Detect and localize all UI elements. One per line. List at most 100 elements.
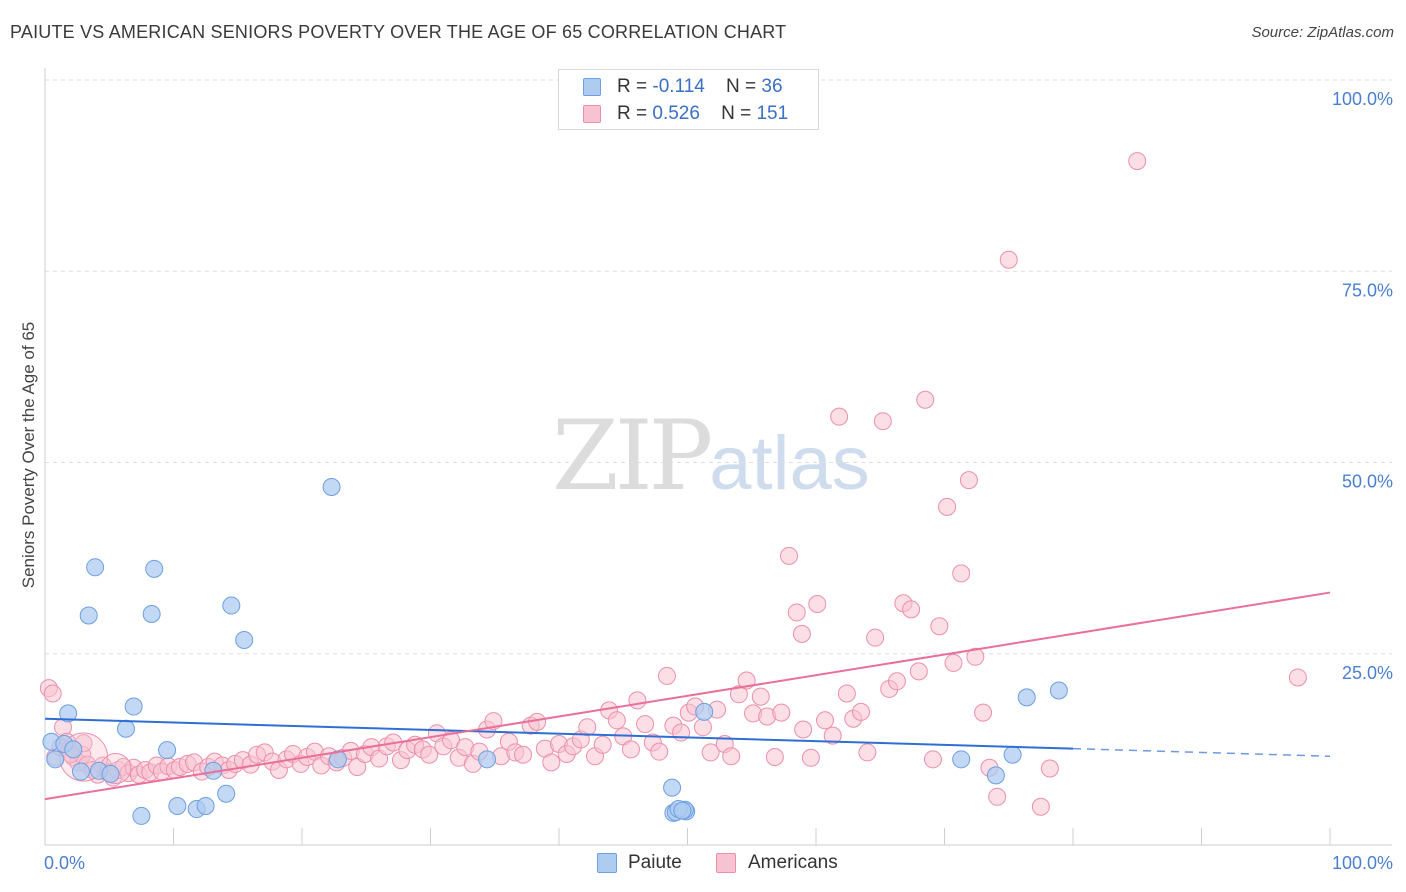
americans-point xyxy=(772,703,791,722)
americans-swatch xyxy=(583,105,601,123)
paiute-point xyxy=(116,719,135,738)
paiute-point xyxy=(222,596,241,615)
americans-point xyxy=(902,600,921,619)
paiute-point xyxy=(196,796,215,815)
americans-points xyxy=(39,152,1307,816)
americans-legend-swatch xyxy=(716,853,736,873)
americans-point xyxy=(43,684,62,703)
americans-point xyxy=(729,685,748,704)
americans-point xyxy=(514,745,533,764)
paiute-point xyxy=(663,778,682,797)
americans-point xyxy=(930,617,949,636)
americans-point xyxy=(866,628,885,647)
americans-point xyxy=(792,624,811,643)
y-axis-label: Seniors Poverty Over the Age of 65 xyxy=(19,322,38,588)
americans-point xyxy=(722,747,741,766)
americans-point xyxy=(701,743,720,762)
americans-point xyxy=(650,742,669,761)
americans-point xyxy=(593,735,612,754)
paiute-point xyxy=(145,559,164,578)
paiute-point xyxy=(952,750,971,769)
americans-point xyxy=(944,653,963,672)
americans-point xyxy=(837,684,856,703)
paiute-legend-label: Paiute xyxy=(628,852,682,873)
americans-point xyxy=(1031,797,1050,816)
americans-point xyxy=(765,748,784,767)
legend-stats: R = -0.114 N = 36 R = 0.526 N = 151 xyxy=(558,69,819,130)
paiute-point xyxy=(46,750,65,769)
r-value-americans: 0.526 xyxy=(652,103,700,124)
gridlines xyxy=(45,79,1392,655)
paiute-point xyxy=(79,606,98,625)
americans-point xyxy=(636,715,655,734)
americans-point xyxy=(607,711,626,730)
americans-point xyxy=(794,720,813,739)
watermark-zip: ZIP xyxy=(552,400,713,512)
paiute-trend-line xyxy=(44,717,1074,750)
americans-point xyxy=(999,250,1018,269)
watermark: ZIPatlas xyxy=(552,400,870,512)
americans-point xyxy=(815,711,834,730)
paiute-point xyxy=(328,750,347,769)
paiute-swatch xyxy=(583,78,601,96)
americans-point xyxy=(751,687,770,706)
paiute-legend-swatch xyxy=(597,853,617,873)
americans-point xyxy=(672,723,691,742)
americans-point xyxy=(787,603,806,622)
paiute-trend-extension xyxy=(1072,747,1331,758)
americans-point xyxy=(887,672,906,691)
paiute-point xyxy=(986,766,1005,785)
americans-point xyxy=(952,564,971,583)
paiute-point xyxy=(101,764,120,783)
paiute-point xyxy=(71,762,90,781)
americans-legend-label: Americans xyxy=(748,852,838,873)
paiute-point xyxy=(322,477,341,496)
americans-point xyxy=(938,497,957,516)
paiute-point xyxy=(1049,681,1068,700)
americans-point xyxy=(801,748,820,767)
paiute-point xyxy=(124,697,143,716)
paiute-point xyxy=(59,704,78,723)
x-tick-label: 100.0% xyxy=(1332,853,1393,873)
americans-point xyxy=(1040,759,1059,778)
paiute-point xyxy=(132,806,151,825)
n-value-paiute: 36 xyxy=(761,76,783,97)
americans-point xyxy=(621,740,640,759)
americans-point xyxy=(959,471,978,490)
y-tick-label: 25.0% xyxy=(1342,663,1393,683)
x-tick-label: 0.0% xyxy=(44,853,85,873)
americans-point xyxy=(873,412,892,431)
tick-labels: 25.0% 50.0% 75.0% 100.0% 0.0% 100.0% xyxy=(44,89,1393,873)
paiute-point xyxy=(86,558,105,577)
paiute-points xyxy=(42,477,1068,825)
americans-point xyxy=(542,753,561,772)
paiute-point xyxy=(478,750,497,769)
paiute-point xyxy=(1003,745,1022,764)
paiute-point xyxy=(158,741,177,760)
paiute-point xyxy=(64,740,83,759)
chart-title: PAIUTE VS AMERICAN SENIORS POVERTY OVER … xyxy=(10,22,787,42)
americans-point xyxy=(851,702,870,721)
americans-point xyxy=(916,390,935,409)
americans-point xyxy=(1288,668,1307,687)
r-label: R = xyxy=(617,76,648,97)
americans-point xyxy=(823,726,842,745)
r-label: R = xyxy=(617,103,648,124)
paiute-point xyxy=(235,630,254,649)
americans-point xyxy=(923,750,942,769)
americans-point xyxy=(974,703,993,722)
y-tick-label: 100.0% xyxy=(1332,89,1393,109)
r-value-paiute: -0.114 xyxy=(652,76,705,97)
source-note: Source: ZipAtlas.com xyxy=(1251,24,1394,41)
paiute-point xyxy=(168,796,187,815)
n-value-americans: 151 xyxy=(756,103,789,124)
americans-point xyxy=(988,787,1007,806)
americans-point xyxy=(578,718,597,737)
americans-point xyxy=(420,745,439,764)
trend-lines xyxy=(44,591,1331,801)
americans-point xyxy=(858,743,877,762)
watermark-atlas: atlas xyxy=(709,421,870,506)
americans-point xyxy=(830,407,849,426)
n-label: N = xyxy=(725,76,757,97)
